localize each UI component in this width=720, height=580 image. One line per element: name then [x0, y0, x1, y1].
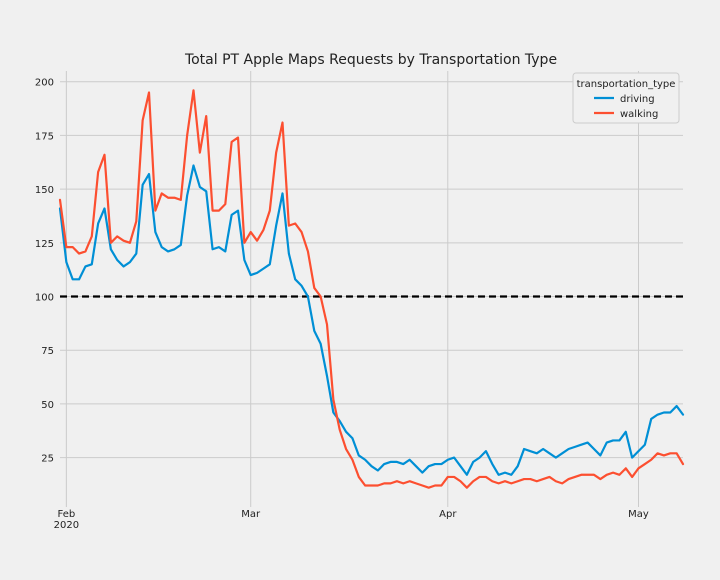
y-tick-label: 100 — [35, 293, 54, 304]
y-tick-label: 125 — [35, 239, 54, 250]
x-tick-label: Feb — [57, 509, 75, 520]
legend-label-walking: walking — [620, 109, 658, 120]
series-line-driving — [58, 164, 685, 476]
legend-box — [572, 72, 680, 124]
x-tick-label: Apr — [439, 509, 457, 520]
y-tick-label: 75 — [41, 346, 54, 357]
series-line-walking — [58, 89, 685, 489]
legend-label-driving: driving — [620, 94, 655, 105]
x-tick-sublabel: 2020 — [54, 520, 79, 531]
grid-layer — [60, 71, 683, 507]
y-tick-label: 200 — [35, 78, 54, 89]
series-layer — [58, 89, 685, 489]
x-tick-label: Mar — [241, 509, 261, 520]
x-tick-label: May — [628, 509, 649, 520]
y-tick-label: 150 — [35, 185, 54, 196]
legend: transportation_type driving walking — [572, 72, 680, 124]
y-tick-label: 25 — [41, 454, 54, 465]
y-tick-label: 175 — [35, 131, 54, 142]
chart-title: Total PT Apple Maps Requests by Transpor… — [184, 52, 557, 68]
y-tick-label: 50 — [41, 400, 54, 411]
legend-title: transportation_type — [577, 79, 676, 90]
